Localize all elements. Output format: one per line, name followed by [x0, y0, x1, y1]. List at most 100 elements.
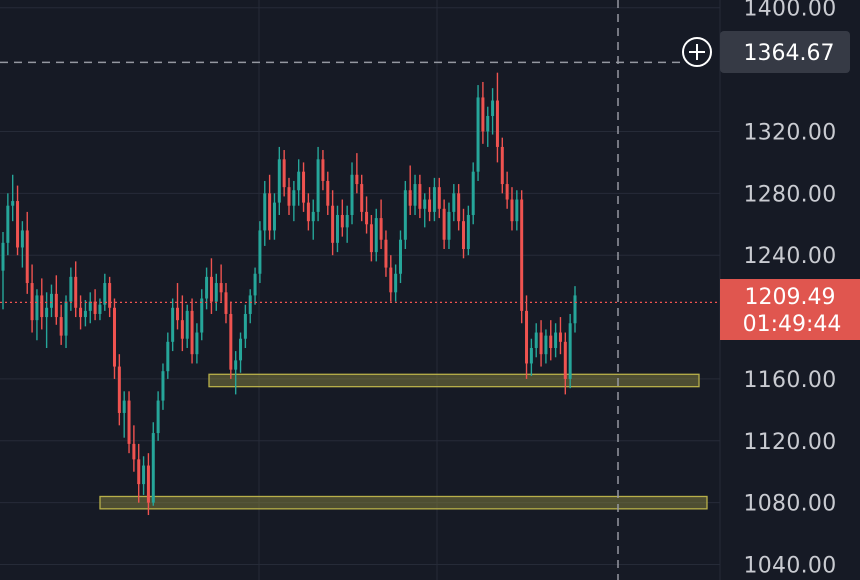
candle[interactable]	[142, 456, 146, 495]
candle[interactable]	[360, 174, 364, 222]
candle[interactable]	[432, 177, 436, 222]
candle[interactable]	[529, 338, 533, 376]
candle[interactable]	[45, 292, 49, 348]
candle[interactable]	[423, 193, 427, 228]
candle[interactable]	[539, 320, 543, 367]
candle[interactable]	[335, 205, 339, 253]
candle[interactable]	[394, 264, 398, 302]
candle[interactable]	[384, 230, 388, 277]
candle[interactable]	[428, 187, 432, 222]
candle[interactable]	[277, 146, 281, 215]
candle[interactable]	[190, 298, 194, 364]
candle[interactable]	[558, 317, 562, 355]
candle[interactable]	[263, 180, 267, 246]
candle[interactable]	[171, 298, 175, 352]
candle[interactable]	[200, 289, 204, 341]
candle[interactable]	[93, 289, 97, 321]
candle[interactable]	[398, 230, 402, 284]
candle[interactable]	[103, 273, 107, 311]
candle[interactable]	[6, 193, 10, 256]
candle[interactable]	[403, 180, 407, 250]
candle[interactable]	[35, 289, 39, 341]
candle[interactable]	[40, 278, 44, 330]
candle[interactable]	[316, 146, 320, 222]
candle[interactable]	[544, 329, 548, 364]
candle[interactable]	[146, 453, 150, 516]
candle[interactable]	[20, 221, 24, 268]
candle[interactable]	[30, 264, 34, 333]
candle[interactable]	[355, 153, 359, 194]
candle[interactable]	[297, 159, 301, 206]
candle[interactable]	[132, 425, 136, 472]
candle[interactable]	[214, 273, 218, 311]
candle[interactable]	[49, 284, 53, 318]
candle[interactable]	[452, 184, 456, 222]
candle[interactable]	[272, 193, 276, 240]
support-zone[interactable]	[208, 373, 700, 388]
candle[interactable]	[500, 137, 504, 194]
candle[interactable]	[248, 289, 252, 324]
candle[interactable]	[471, 162, 475, 225]
candle[interactable]	[389, 255, 393, 302]
candle[interactable]	[151, 422, 155, 506]
candle[interactable]	[495, 72, 499, 163]
candle[interactable]	[340, 199, 344, 237]
candle[interactable]	[127, 391, 131, 454]
candle[interactable]	[525, 295, 529, 379]
candle[interactable]	[369, 214, 373, 262]
candle[interactable]	[568, 313, 572, 389]
candle[interactable]	[491, 88, 495, 135]
candle[interactable]	[166, 332, 170, 379]
candle[interactable]	[563, 332, 567, 395]
candle[interactable]	[457, 184, 461, 231]
candle[interactable]	[374, 208, 378, 262]
candle[interactable]	[379, 199, 383, 250]
support-zone[interactable]	[99, 495, 708, 510]
candle[interactable]	[1, 232, 5, 310]
price-axis[interactable]: 1400.00 1320.00 1280.00 1240.00 1160.00 1120.…	[743, 0, 836, 579]
candle[interactable]	[243, 304, 247, 348]
candle[interactable]	[161, 363, 165, 410]
candle[interactable]	[408, 165, 412, 215]
candle[interactable]	[79, 295, 83, 330]
plus-circle-icon[interactable]	[682, 37, 712, 67]
candle[interactable]	[59, 304, 63, 345]
candle[interactable]	[413, 174, 417, 215]
candle[interactable]	[234, 351, 238, 395]
candle[interactable]	[510, 187, 514, 231]
crosshair-price-marker[interactable]: 1364.67	[720, 31, 850, 73]
candle[interactable]	[534, 323, 538, 358]
candle[interactable]	[137, 443, 141, 503]
candle[interactable]	[224, 283, 228, 324]
candle[interactable]	[302, 162, 306, 212]
candle[interactable]	[239, 332, 243, 373]
candle[interactable]	[25, 211, 29, 294]
candle[interactable]	[64, 295, 68, 348]
candle[interactable]	[350, 162, 354, 225]
candle[interactable]	[74, 261, 78, 318]
candle[interactable]	[219, 264, 223, 302]
candle[interactable]	[176, 283, 180, 330]
candle[interactable]	[282, 150, 286, 197]
candle[interactable]	[505, 171, 509, 209]
candle[interactable]	[321, 150, 325, 191]
candle[interactable]	[486, 106, 490, 147]
candle[interactable]	[11, 174, 15, 222]
candle[interactable]	[515, 190, 519, 231]
candle[interactable]	[466, 205, 470, 256]
candle[interactable]	[195, 323, 199, 364]
candle[interactable]	[437, 177, 441, 219]
candle[interactable]	[549, 320, 553, 361]
candle[interactable]	[573, 286, 577, 333]
candle[interactable]	[156, 391, 160, 441]
candle[interactable]	[108, 276, 112, 318]
candle[interactable]	[306, 193, 310, 231]
candle[interactable]	[54, 275, 58, 325]
candle[interactable]	[253, 267, 257, 305]
candle[interactable]	[117, 354, 121, 426]
candle[interactable]	[365, 196, 369, 234]
candle[interactable]	[112, 298, 116, 379]
candle[interactable]	[326, 171, 330, 215]
